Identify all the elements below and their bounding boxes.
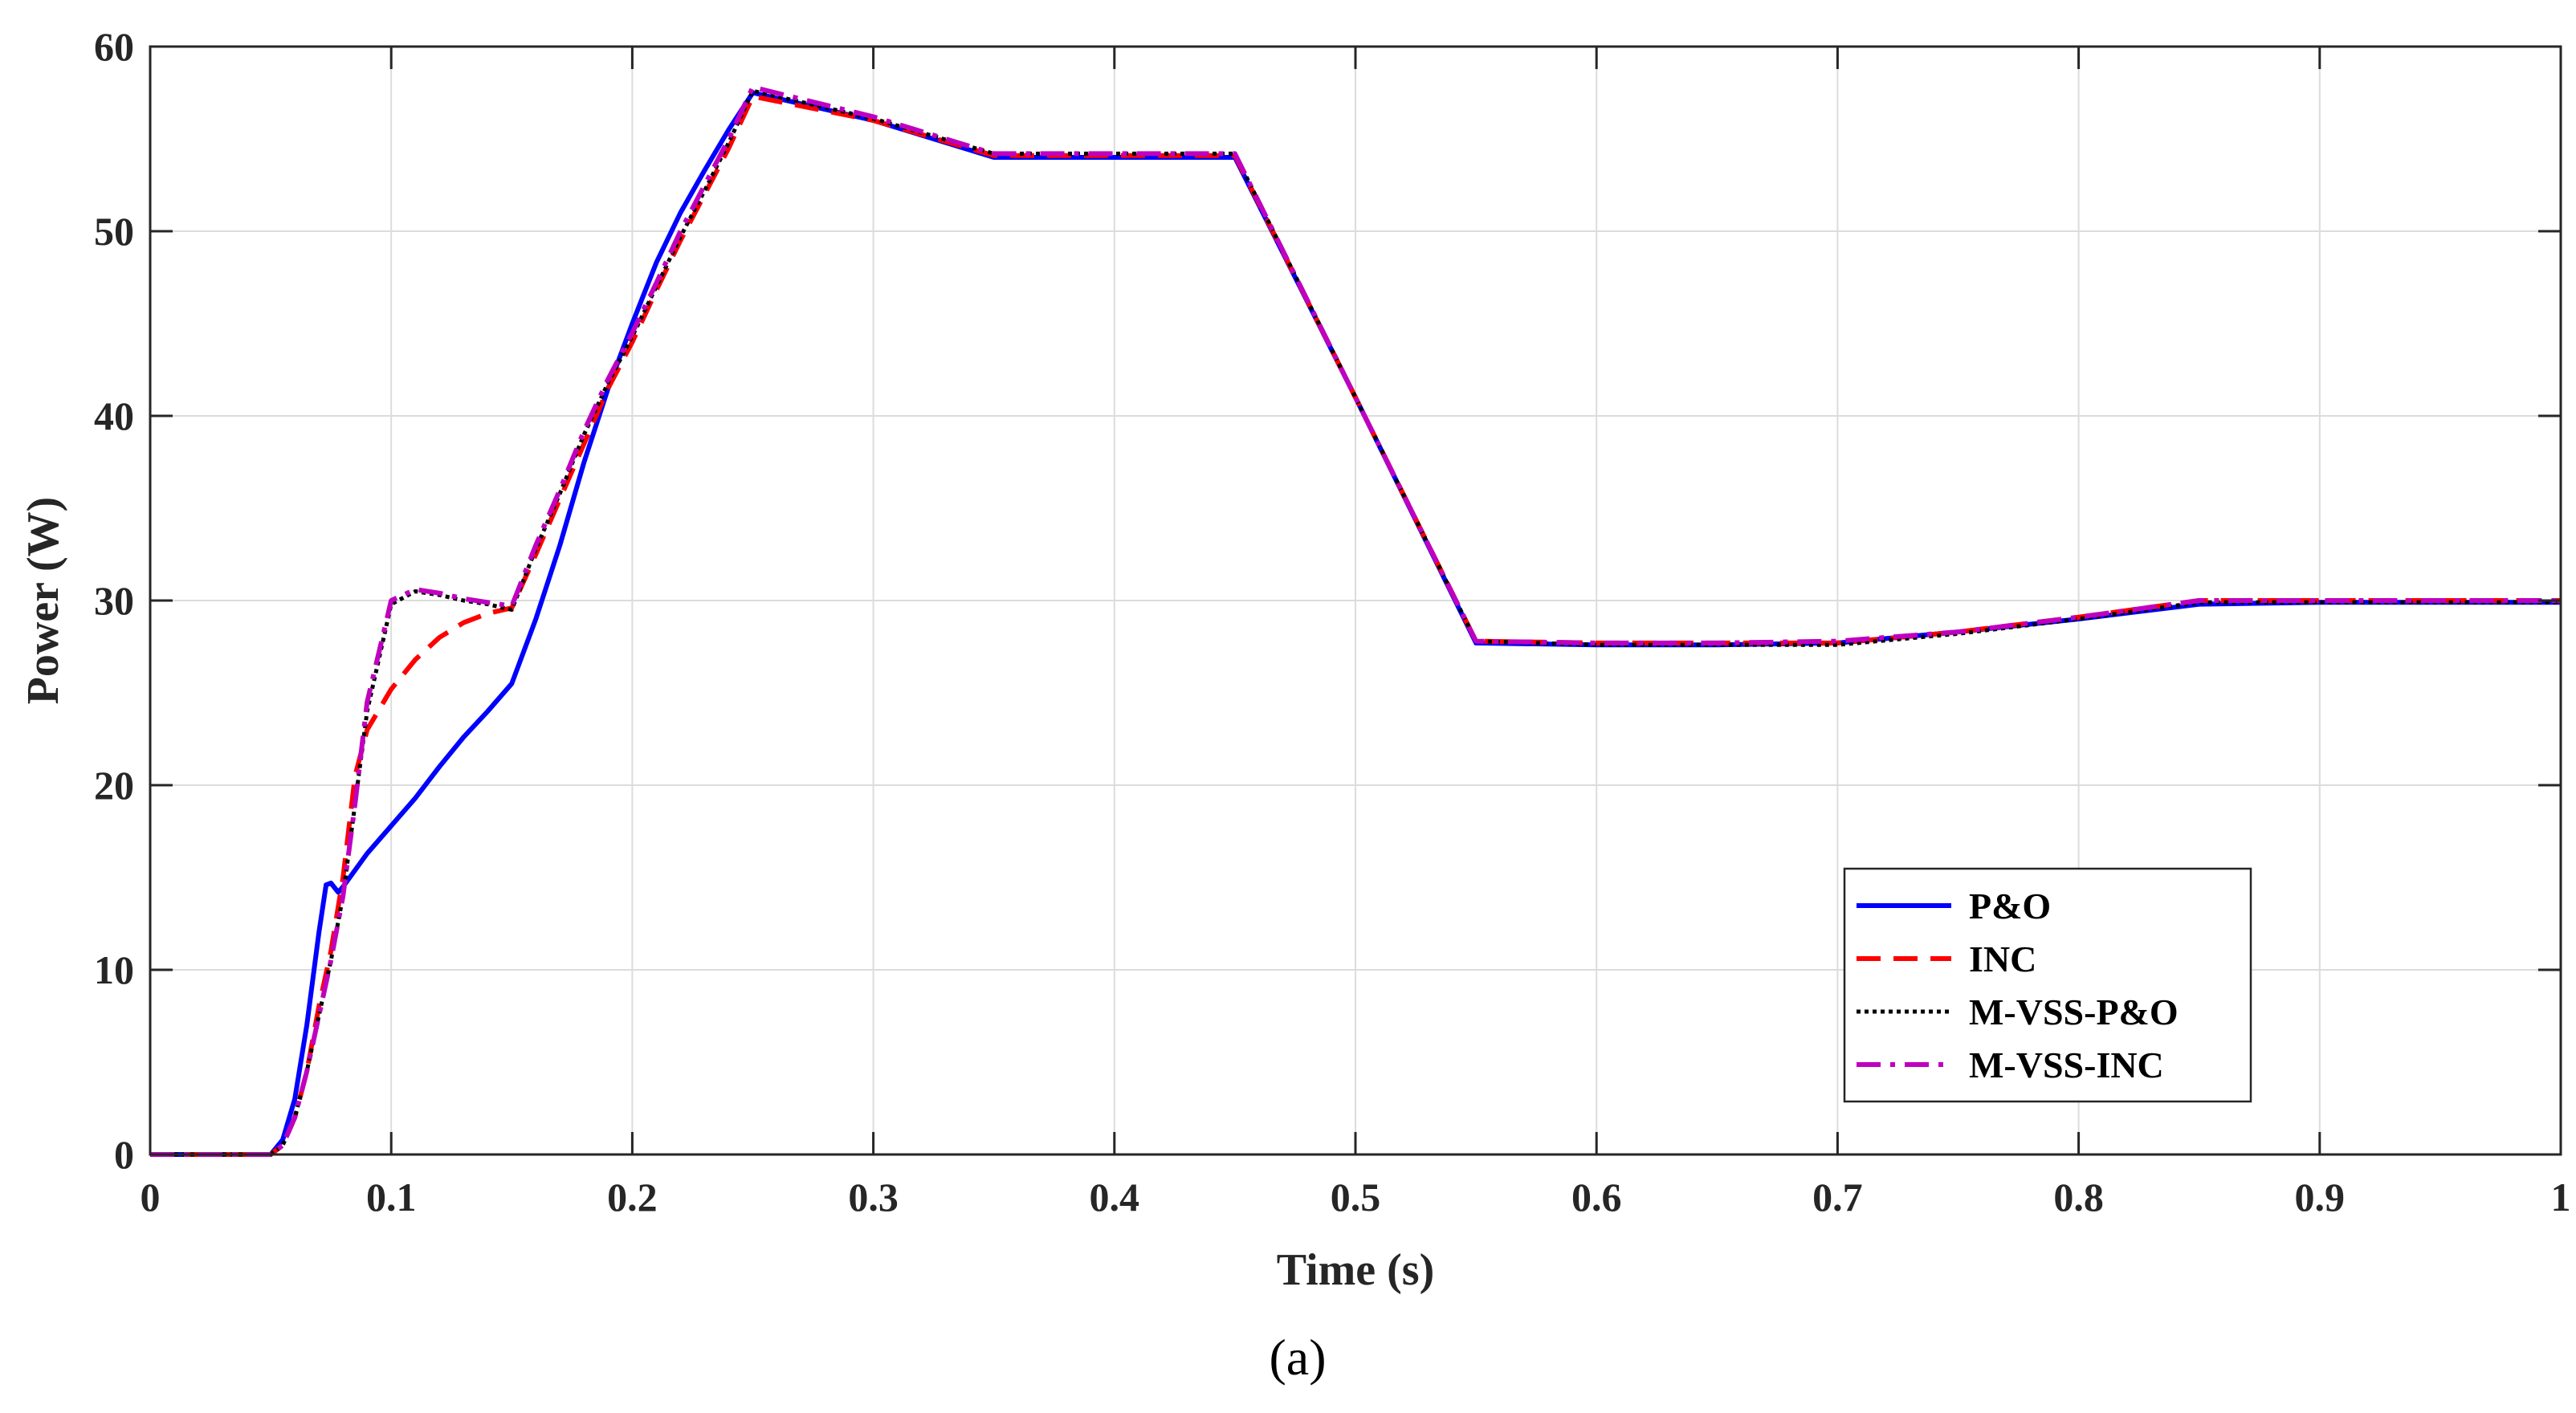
y-tick-label: 0	[114, 1132, 134, 1177]
x-tick-label: 0.2	[607, 1175, 658, 1220]
legend: P&O INC M-VSS-P&O M-VSS-INC	[1843, 867, 2252, 1103]
y-tick-label: 20	[94, 763, 134, 808]
legend-label: INC	[1969, 939, 2036, 979]
y-tick-label: 40	[94, 393, 134, 438]
x-tick-label: 1	[2551, 1175, 2571, 1220]
series-line	[150, 88, 2561, 1157]
legend-label: M-VSS-INC	[1969, 1044, 2164, 1085]
plot-series	[150, 84, 2561, 1157]
x-tick-label: 0.8	[2053, 1175, 2104, 1220]
x-tick-label: 0.6	[1571, 1175, 1622, 1220]
legend-label: M-VSS-P&O	[1969, 992, 2179, 1032]
x-tick-label: 0.3	[848, 1175, 899, 1220]
x-tick-label: 0.5	[1331, 1175, 1381, 1220]
y-tick-label: 10	[94, 947, 134, 992]
x-tick-label: 0.1	[366, 1175, 417, 1220]
y-axis-label: Power (W)	[18, 497, 68, 705]
legend-items: P&O INC M-VSS-P&O M-VSS-INC	[1857, 886, 2179, 1085]
x-tick-label: 0.7	[1812, 1175, 1863, 1220]
x-tick-label: 0.4	[1090, 1175, 1140, 1220]
series-line	[150, 84, 2561, 1157]
x-tick-labels: 0 0.1 0.2 0.3 0.4 0.5 0.6 0.7 0.8 0.9 1	[141, 1175, 2571, 1220]
x-axis-label: Time (s)	[1277, 1245, 1435, 1295]
panel-label: (a)	[1269, 1329, 1326, 1386]
y-tick-labels: 0 10 20 30 40 50 60	[94, 24, 134, 1177]
legend-label: P&O	[1969, 886, 2051, 926]
y-tick-label: 50	[94, 209, 134, 254]
x-tick-label: 0.9	[2295, 1175, 2346, 1220]
y-tick-label: 30	[94, 578, 134, 623]
x-tick-label: 0	[141, 1175, 161, 1220]
y-tick-label: 60	[94, 24, 134, 69]
axis-ticks	[149, 45, 2562, 1156]
